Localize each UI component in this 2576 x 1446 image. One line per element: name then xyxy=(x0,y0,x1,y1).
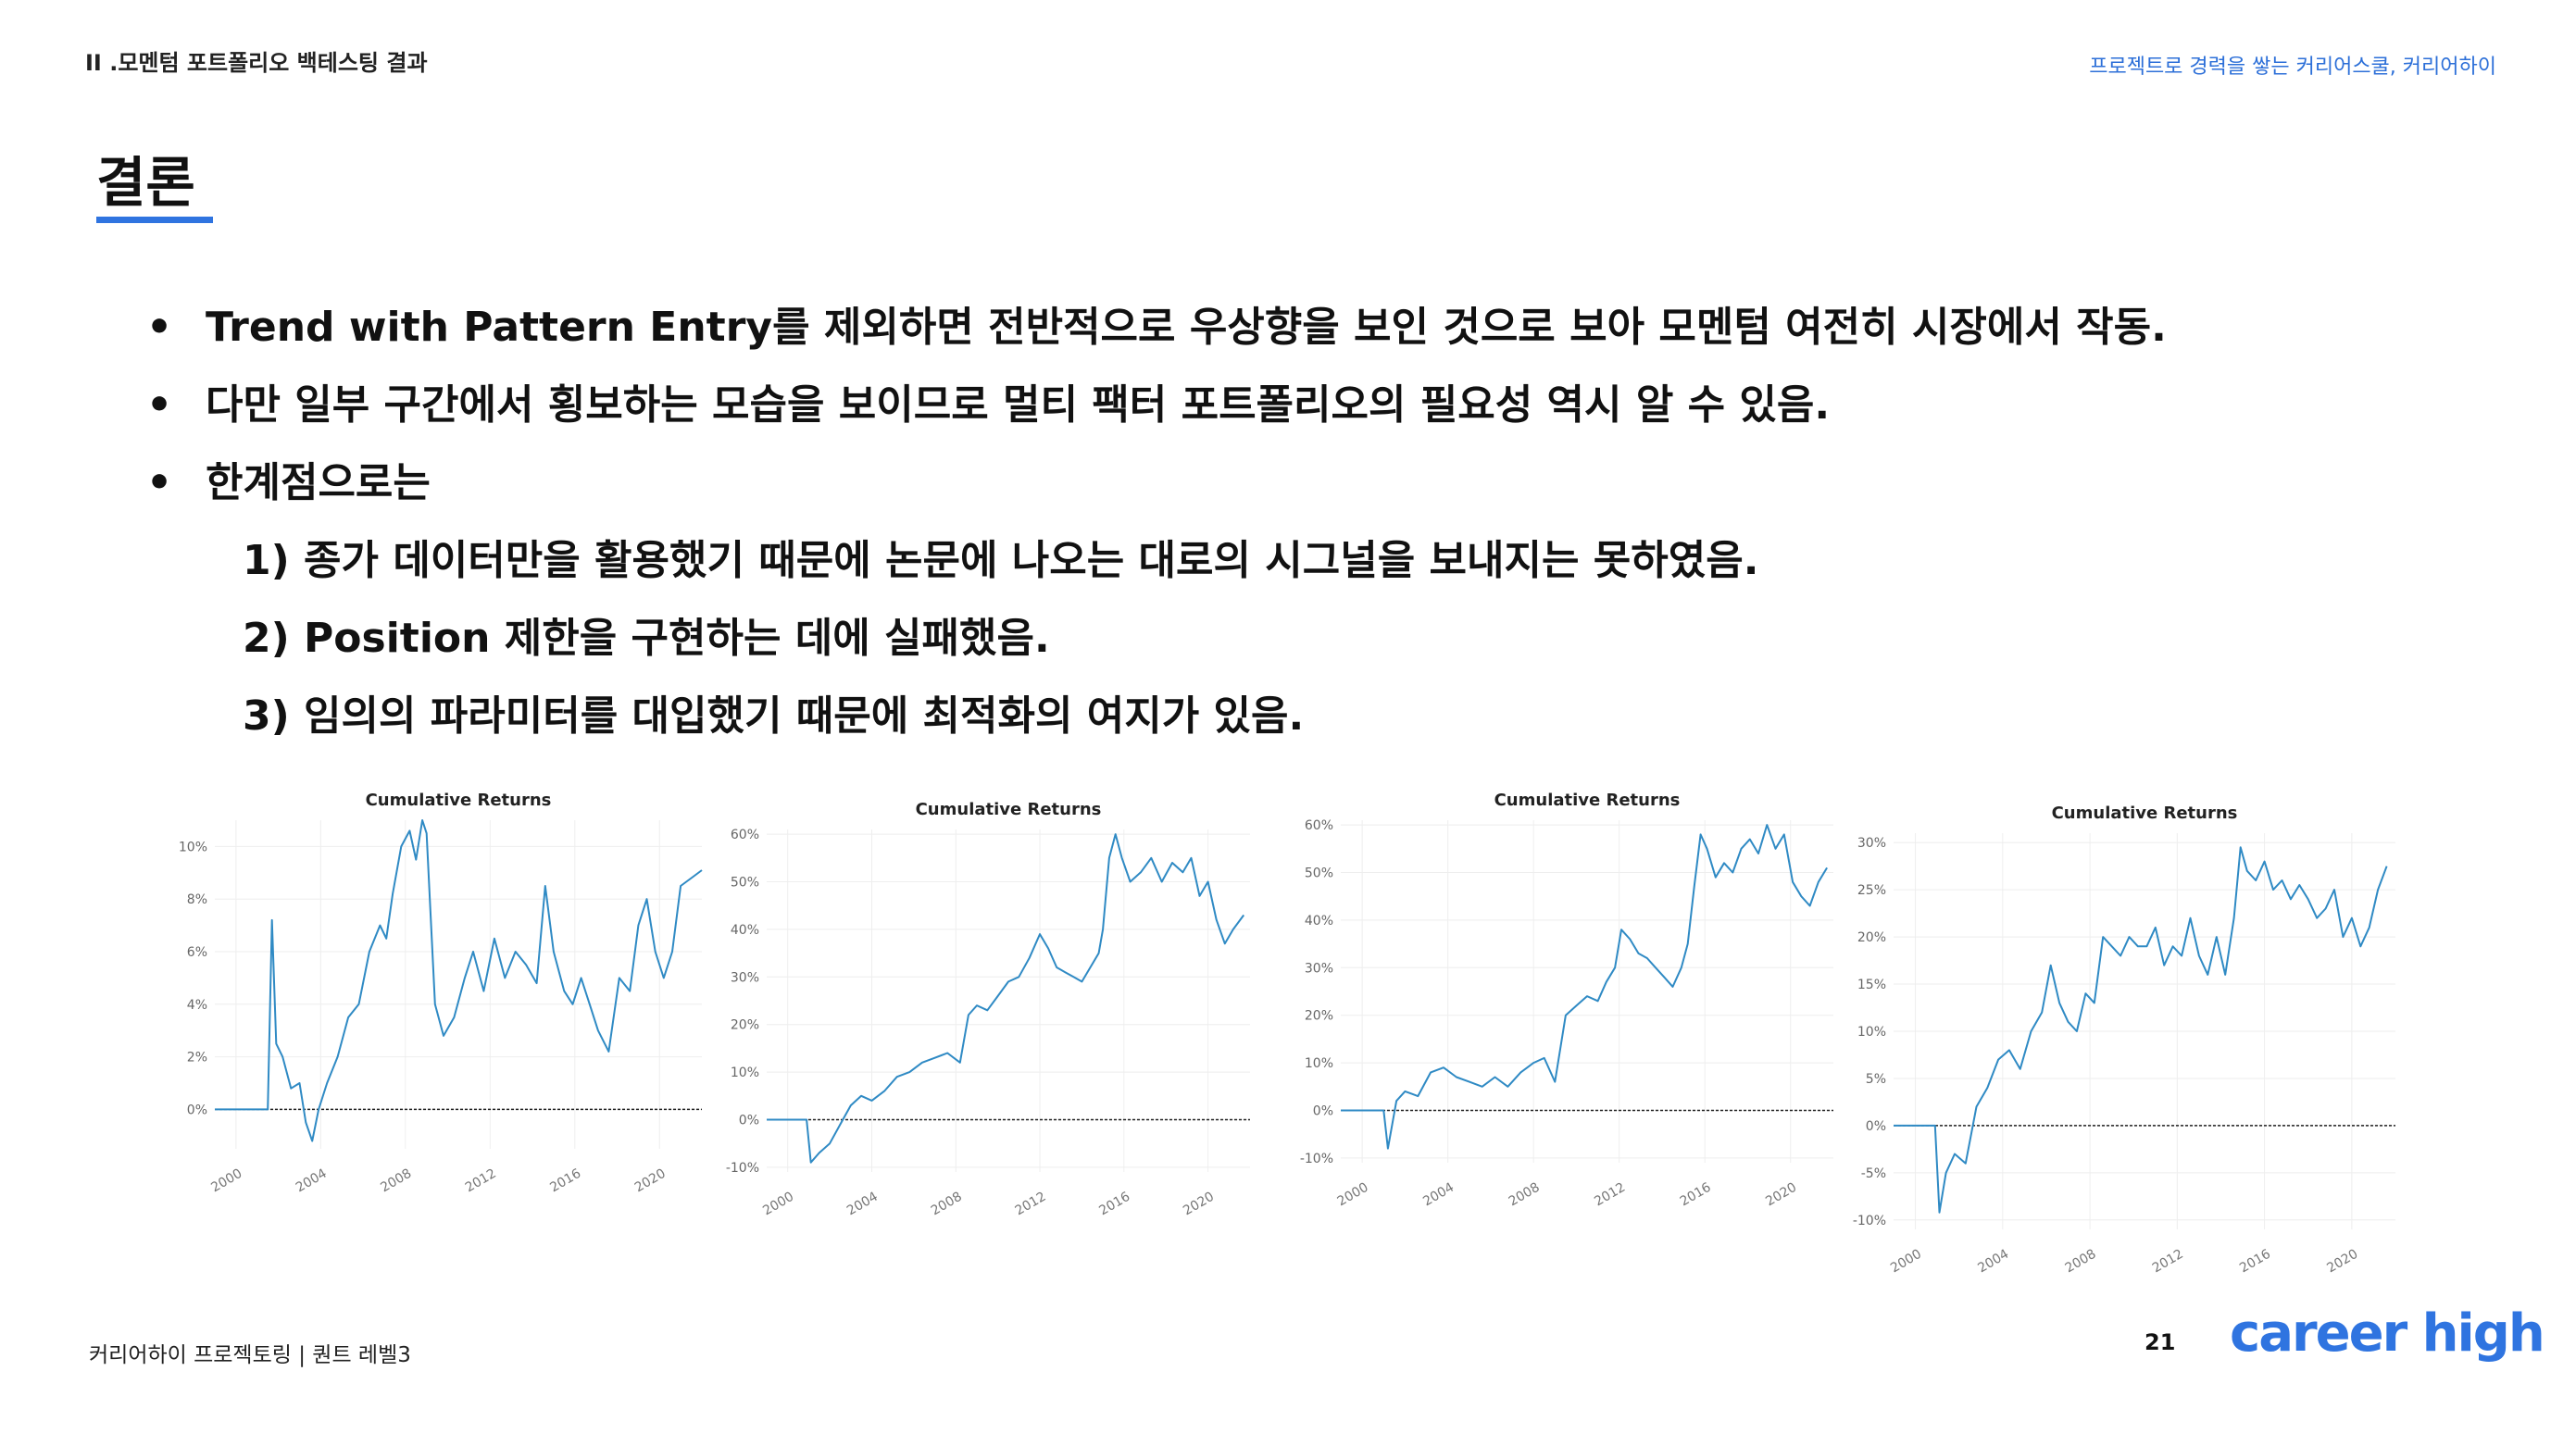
bullet-item: • 다만 일부 구간에서 횡보하는 모습을 보이므로 멀티 팩터 포트폴리오의 … xyxy=(139,367,2435,444)
sub-item: 3) 임의의 파라미터를 대입했기 때문에 최적화의 여지가 있음. xyxy=(139,678,2435,755)
x-tick-label: 2004 xyxy=(294,1166,330,1196)
chart-title: Cumulative Returns xyxy=(2052,804,2238,823)
y-tick-label: -10% xyxy=(1300,1152,1333,1166)
y-tick-label: 6% xyxy=(187,945,207,960)
y-tick-label: 30% xyxy=(1857,836,1886,851)
returns-line xyxy=(1894,846,2388,1214)
chart-title: Cumulative Returns xyxy=(366,791,552,810)
title-underline xyxy=(96,217,213,223)
x-tick-label: 2008 xyxy=(2063,1247,2099,1277)
x-tick-label: 2020 xyxy=(2324,1247,2360,1277)
y-tick-label: 30% xyxy=(1305,961,1333,976)
y-tick-label: 0% xyxy=(1866,1119,1886,1134)
sub-item: 2) Position 제한을 구현하는 데에 실패했음. xyxy=(139,600,2435,678)
section-label: II .모멘텀 포트폴리오 백테스팅 결과 xyxy=(85,50,428,76)
x-tick-label: 2008 xyxy=(929,1190,965,1219)
y-tick-label: 5% xyxy=(1866,1072,1886,1087)
y-tick-label: 10% xyxy=(731,1066,759,1080)
x-tick-label: 2008 xyxy=(1507,1180,1543,1210)
x-tick-label: 2016 xyxy=(547,1166,583,1196)
x-tick-label: 2012 xyxy=(463,1166,499,1196)
x-tick-label: 2020 xyxy=(1181,1190,1217,1219)
y-tick-label: -10% xyxy=(1853,1214,1886,1228)
tagline: 프로젝트로 경력을 쌓는 커리어스쿨, 커리어하이 xyxy=(2089,56,2496,79)
bullet-dot: • xyxy=(146,381,173,429)
x-tick-label: 2004 xyxy=(844,1190,881,1219)
bullet-item: • 한계점으로는 xyxy=(139,444,2435,522)
chart-title: Cumulative Returns xyxy=(1494,791,1681,810)
x-tick-label: 2000 xyxy=(1335,1180,1371,1210)
y-tick-label: 8% xyxy=(187,892,207,907)
bullet-text: 한계점으로는 xyxy=(206,459,431,506)
y-tick-label: 0% xyxy=(739,1113,759,1128)
y-tick-label: 10% xyxy=(1857,1025,1886,1040)
bullet-text: Trend with Pattern Entry를 제외하면 전반적으로 우상향… xyxy=(206,304,2167,351)
footer-text: 커리어하이 프로젝토링 | 퀀트 레벨3 xyxy=(89,1343,411,1367)
sub-item-text: 3) 임의의 파라미터를 대입했기 때문에 최적화의 여지가 있음. xyxy=(243,692,1305,740)
bullet-text: 다만 일부 구간에서 횡보하는 모습을 보이므로 멀티 팩터 포트폴리오의 필요… xyxy=(206,381,1831,429)
bullet-item: • Trend with Pattern Entry를 제외하면 전반적으로 우… xyxy=(139,289,2435,367)
y-tick-label: 40% xyxy=(1305,914,1333,929)
y-tick-label: 50% xyxy=(731,876,759,891)
x-tick-label: 2008 xyxy=(378,1166,414,1196)
bullet-list: • Trend with Pattern Entry를 제외하면 전반적으로 우… xyxy=(139,289,2435,755)
x-tick-label: 2020 xyxy=(1763,1180,1799,1210)
x-tick-label: 2016 xyxy=(1678,1180,1714,1210)
y-tick-label: 20% xyxy=(731,1018,759,1033)
returns-line xyxy=(215,819,703,1142)
y-tick-label: 20% xyxy=(1857,930,1886,945)
page-number: 21 xyxy=(2145,1329,2176,1355)
x-tick-label: 2000 xyxy=(760,1190,796,1219)
sub-item-text: 2) Position 제한을 구현하는 데에 실패했음. xyxy=(243,615,1050,662)
cumulative-returns-chart-2: Cumulative Returns -10% 0% 10% 20% 30% 40% 50% 6… xyxy=(726,800,1250,1219)
bullet-dot: • xyxy=(146,304,173,351)
y-tick-label: 0% xyxy=(187,1103,207,1117)
x-tick-label: 2012 xyxy=(1592,1180,1628,1210)
x-tick-label: 2012 xyxy=(2150,1247,2186,1277)
y-tick-label: 20% xyxy=(1305,1009,1333,1024)
x-tick-label: 2000 xyxy=(208,1166,244,1196)
y-tick-label: -10% xyxy=(726,1161,759,1176)
x-tick-label: 2004 xyxy=(1420,1180,1457,1210)
returns-line xyxy=(767,833,1245,1164)
y-tick-label: 40% xyxy=(731,923,759,938)
y-tick-label: 2% xyxy=(187,1051,207,1066)
returns-line xyxy=(1341,824,1828,1150)
x-tick-label: 2016 xyxy=(2237,1247,2273,1277)
x-tick-label: 2020 xyxy=(632,1166,669,1196)
y-tick-label: 4% xyxy=(187,998,207,1013)
sub-item: 1) 종가 데이터만을 활용했기 때문에 논문에 나오는 대로의 시그널을 보내… xyxy=(139,522,2435,600)
y-tick-label: 0% xyxy=(1313,1103,1333,1118)
y-tick-label: 10% xyxy=(179,840,207,854)
y-tick-label: 30% xyxy=(731,970,759,985)
cumulative-returns-chart-3: Cumulative Returns -10% 0% 10% 20% 30% 40% 50% 6… xyxy=(1300,791,1833,1210)
y-tick-label: 25% xyxy=(1857,883,1886,898)
x-tick-label: 2004 xyxy=(1975,1247,2011,1277)
x-tick-label: 2012 xyxy=(1013,1190,1049,1219)
bullet-dot: • xyxy=(146,459,173,506)
brand-logo: career high xyxy=(2230,1303,2545,1364)
cumulative-returns-chart-4: Cumulative Returns -10% -5% 0% 5% 10% 15% 20% 25… xyxy=(1853,804,2395,1277)
page-title: 결론 xyxy=(96,151,195,214)
cumulative-returns-chart-1: Cumulative Returns 0% 2% 4% 6% 8% 10% 2000 2004 2… xyxy=(179,791,703,1196)
y-tick-label: 60% xyxy=(1305,818,1333,833)
sub-item-text: 1) 종가 데이터만을 활용했기 때문에 논문에 나오는 대로의 시그널을 보내… xyxy=(243,537,1759,584)
y-tick-label: -5% xyxy=(1861,1166,1886,1181)
chart-title: Cumulative Returns xyxy=(916,800,1102,819)
x-tick-label: 2016 xyxy=(1096,1190,1132,1219)
y-tick-label: 60% xyxy=(731,828,759,842)
x-tick-label: 2000 xyxy=(1888,1247,1924,1277)
y-tick-label: 15% xyxy=(1857,978,1886,992)
y-tick-label: 50% xyxy=(1305,866,1333,881)
y-tick-label: 10% xyxy=(1305,1056,1333,1071)
